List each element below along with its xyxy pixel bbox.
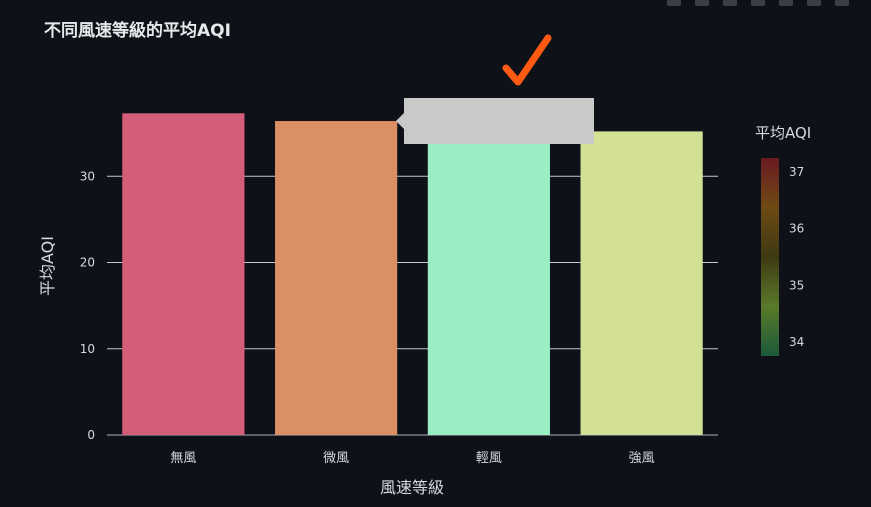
bars [122, 113, 703, 436]
x-axis-ticks: 無風 微風 輕風 強風 [170, 451, 654, 466]
bar [427, 127, 550, 436]
fullscreen-icon[interactable] [835, 0, 849, 6]
y-axis-ticks: 0 10 20 30 [80, 169, 95, 442]
x-tick-label: 微風 [323, 451, 349, 466]
x-tick-label: 強風 [629, 451, 655, 466]
colorbar-tick-label: 34 [789, 335, 804, 349]
bar [275, 121, 398, 436]
colorbar-tick-label: 35 [789, 278, 804, 292]
y-axis-label: 平均AQI [38, 236, 57, 296]
y-tick-label: 20 [80, 256, 95, 270]
hover-tooltip [396, 98, 594, 144]
y-tick-label: 30 [80, 169, 95, 183]
y-tick-label: 0 [87, 428, 95, 442]
checkmark-icon [502, 34, 552, 86]
camera-icon[interactable] [667, 0, 681, 6]
colorbar-title: 平均AQI [755, 124, 811, 142]
zoom-in-icon[interactable] [751, 0, 765, 6]
zoom-out-icon[interactable] [779, 0, 793, 6]
x-tick-label: 無風 [170, 451, 196, 466]
y-tick-label: 10 [80, 342, 95, 356]
x-tick-label: 輕風 [476, 451, 502, 466]
colorbar-tick-label: 37 [789, 165, 804, 179]
autoscale-icon[interactable] [807, 0, 821, 6]
bar [122, 113, 245, 435]
colorbar-tick-label: 36 [789, 222, 804, 236]
colorbar [761, 158, 779, 356]
colorbar-ticks: 34 35 36 37 [789, 165, 804, 349]
x-axis-label: 風速等級 [380, 478, 444, 497]
pan-icon[interactable] [723, 0, 737, 6]
bar [580, 131, 703, 435]
chart-modebar [667, 0, 849, 6]
chart-title: 不同風速等級的平均AQI [44, 20, 231, 41]
zoom-icon[interactable] [695, 0, 709, 6]
